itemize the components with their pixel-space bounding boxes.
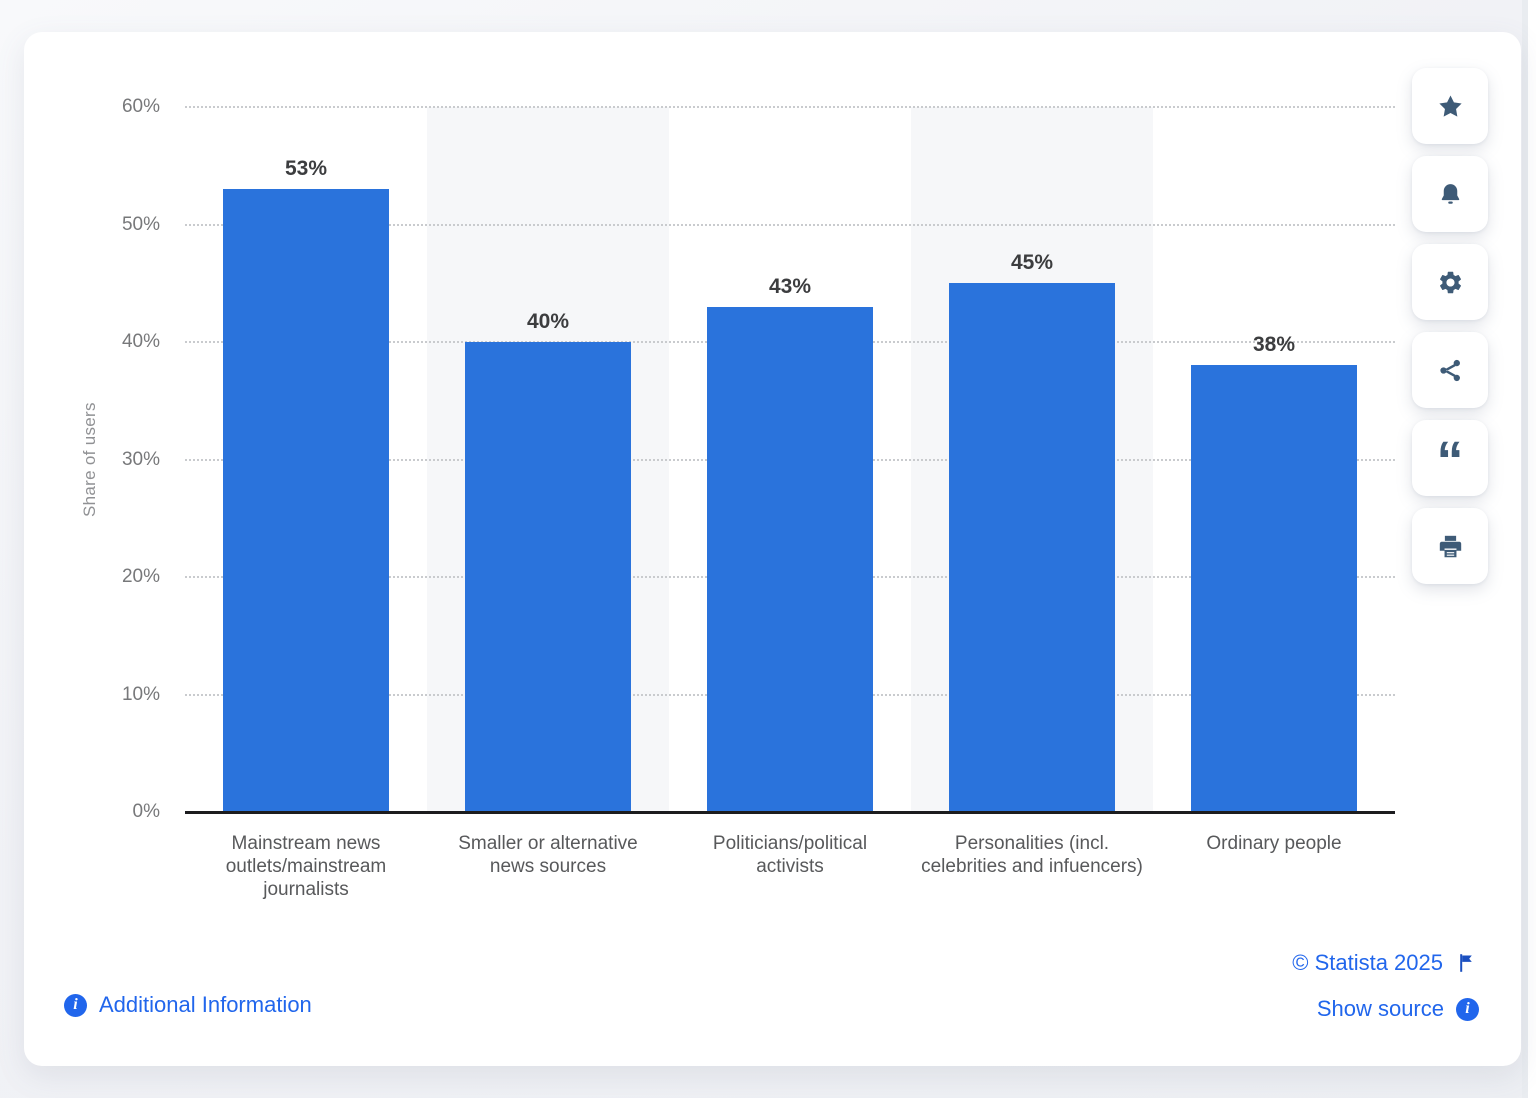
y-tick-label: 20% bbox=[121, 566, 160, 587]
notifications-button[interactable] bbox=[1412, 156, 1488, 232]
bar[interactable] bbox=[949, 283, 1115, 812]
x-category-label: Politicians/political activists bbox=[712, 833, 868, 877]
bell-icon bbox=[1441, 183, 1459, 204]
bar[interactable] bbox=[1191, 365, 1357, 812]
bar[interactable] bbox=[465, 342, 631, 812]
printer-icon bbox=[1439, 535, 1461, 557]
show-source-link[interactable]: Show source i bbox=[1317, 996, 1479, 1022]
x-category-label: Mainstream news outlets/mainstream journ… bbox=[225, 833, 387, 900]
additional-information-link[interactable]: i Additional Information bbox=[64, 992, 312, 1018]
bar-value-label: 40% bbox=[526, 310, 570, 333]
y-tick-label: 40% bbox=[121, 331, 160, 352]
gear-icon bbox=[1439, 271, 1461, 293]
bar-value-label: 38% bbox=[1252, 333, 1296, 356]
chart-card: Share of users 0% 10% 20% 30% 40% 50% 60% 53% Ma… bbox=[24, 32, 1521, 1066]
copyright-label: © Statista 2025 bbox=[1292, 950, 1443, 975]
info-icon: i bbox=[1456, 997, 1479, 1021]
bar-value-label: 45% bbox=[1010, 251, 1054, 274]
bar[interactable] bbox=[223, 189, 389, 812]
y-tick-label: 50% bbox=[121, 213, 160, 235]
print-button[interactable] bbox=[1412, 508, 1488, 584]
share-icon bbox=[1439, 359, 1460, 381]
page-edge-strip bbox=[1522, 0, 1528, 1098]
x-category-label: Ordinary people bbox=[1206, 833, 1342, 854]
settings-button[interactable] bbox=[1412, 244, 1488, 320]
bar[interactable] bbox=[707, 307, 873, 812]
info-icon: i bbox=[64, 993, 87, 1017]
gridline bbox=[185, 223, 1395, 226]
favorite-button[interactable] bbox=[1412, 68, 1488, 144]
additional-information-label: Additional Information bbox=[99, 992, 312, 1017]
y-tick-label: 0% bbox=[132, 801, 160, 822]
y-tick-label: 10% bbox=[121, 683, 160, 705]
cite-button[interactable]: “ bbox=[1412, 420, 1488, 496]
share-button[interactable] bbox=[1412, 332, 1488, 408]
quote-icon: “ bbox=[1436, 431, 1464, 491]
flag-icon bbox=[1460, 954, 1472, 972]
bar-value-label: 53% bbox=[284, 157, 328, 180]
show-source-label: Show source bbox=[1316, 996, 1444, 1021]
gridline bbox=[185, 106, 1395, 108]
x-category-label: Personalities (incl. celebrities and inf… bbox=[921, 833, 1143, 877]
x-axis-line bbox=[185, 811, 1395, 814]
y-tick-label: 60% bbox=[121, 96, 160, 117]
y-tick-label: 30% bbox=[121, 448, 160, 470]
bar-chart: Share of users 0% 10% 20% 30% 40% 50% 60% 53% Ma… bbox=[24, 32, 1521, 1066]
statista-copyright-link[interactable]: © Statista 2025 bbox=[1292, 950, 1479, 976]
star-icon bbox=[1438, 94, 1462, 117]
x-category-label: Smaller or alternative news sources bbox=[458, 833, 638, 877]
bar-value-label: 43% bbox=[768, 275, 812, 298]
